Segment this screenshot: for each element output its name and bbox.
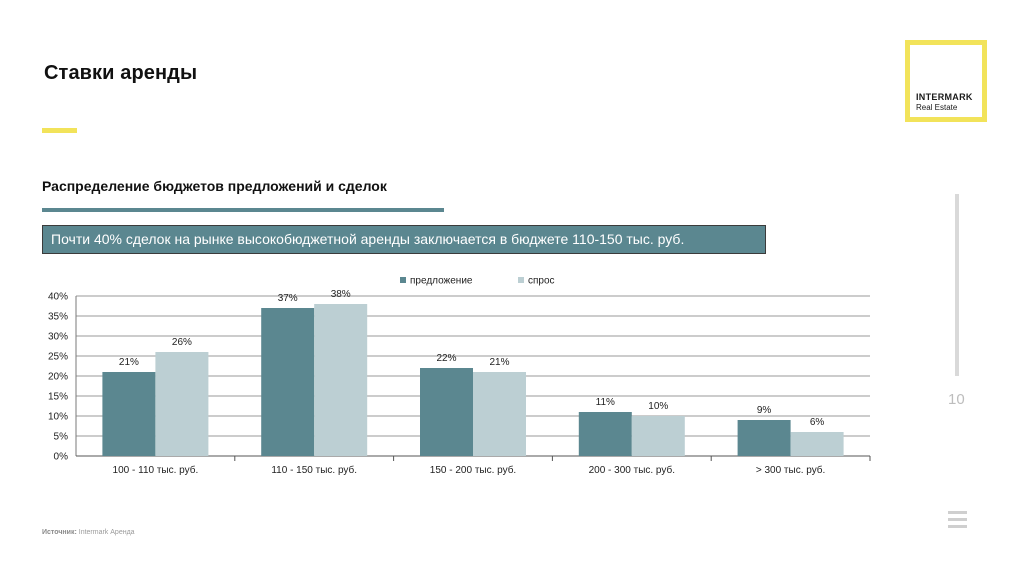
legend-label: спрос — [528, 276, 555, 287]
data-label: 10% — [648, 401, 668, 412]
data-label: 22% — [436, 353, 456, 364]
data-label: 6% — [810, 417, 825, 428]
bar-demand — [155, 352, 209, 456]
logo-subtitle: Real Estate — [916, 103, 958, 112]
subtitle-underline — [42, 208, 444, 212]
highlight-banner: Почти 40% сделок на рынке высокобюджетно… — [42, 225, 766, 254]
x-tick-label: 200 - 300 тыс. руб. — [589, 464, 675, 476]
y-tick-label: 40% — [48, 292, 68, 303]
data-label: 21% — [119, 357, 139, 368]
bar-supply — [578, 412, 632, 456]
page-title: Ставки аренды — [44, 62, 198, 84]
x-tick-label: 100 - 110 тыс. руб. — [113, 464, 199, 476]
bar-supply — [737, 420, 791, 456]
bar-supply — [420, 368, 473, 456]
y-tick-label: 0% — [54, 452, 69, 463]
source-note: Источник: Intermark Аренда — [42, 529, 135, 536]
chart-subtitle: Распределение бюджетов предложений и сде… — [42, 178, 387, 194]
y-tick-label: 25% — [48, 352, 68, 363]
legend-swatch — [400, 277, 406, 283]
data-label: 9% — [757, 405, 772, 416]
y-tick-label: 15% — [48, 392, 68, 403]
x-tick-label: 150 - 200 тыс. руб. — [430, 464, 516, 476]
y-tick-label: 30% — [48, 332, 68, 343]
menu-icon[interactable] — [948, 511, 967, 528]
legend-swatch — [518, 277, 524, 283]
bar-demand — [473, 372, 526, 456]
bar-demand — [314, 304, 368, 456]
bar-supply — [102, 372, 156, 456]
x-tick-label: 110 - 150 тыс. руб. — [271, 464, 357, 476]
data-label: 38% — [331, 289, 351, 300]
data-label: 11% — [596, 397, 615, 408]
y-tick-label: 5% — [54, 432, 69, 443]
side-divider — [955, 194, 959, 376]
source-value: Intermark Аренда — [78, 529, 135, 536]
logo: INTERMARK Real Estate — [905, 40, 987, 122]
bar-demand — [790, 432, 844, 456]
title-accent-bar — [42, 128, 77, 133]
bar-demand — [631, 416, 685, 456]
y-tick-label: 10% — [48, 412, 68, 423]
data-label: 21% — [489, 357, 509, 368]
source-label: Источник: — [42, 529, 77, 536]
y-tick-label: 20% — [48, 372, 68, 383]
y-tick-label: 35% — [48, 312, 68, 323]
logo-brand: INTERMARK — [916, 92, 973, 102]
page-number: 10 — [948, 391, 965, 408]
data-label: 26% — [172, 337, 192, 348]
bar-supply — [261, 308, 315, 456]
x-tick-label: > 300 тыс. руб. — [756, 464, 825, 476]
data-label: 37% — [278, 293, 298, 304]
legend-label: предложение — [410, 276, 473, 287]
